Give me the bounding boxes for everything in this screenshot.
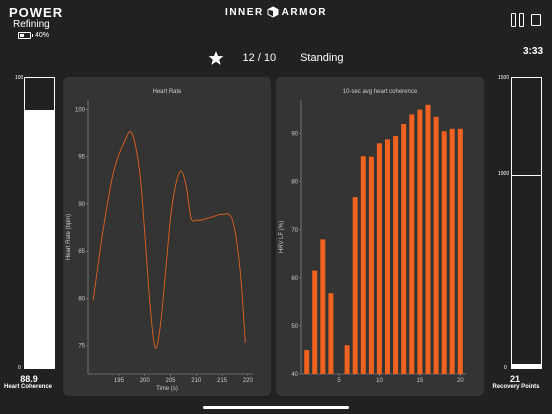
coherence-bar — [449, 128, 455, 374]
coherence-bar — [385, 139, 390, 374]
coherence-bar — [401, 124, 407, 374]
y-axis-label: HRV LF (%) — [279, 221, 285, 253]
coherence-bar — [457, 128, 463, 374]
y-tick-label: 90 — [78, 202, 85, 208]
coherence-bar — [393, 136, 399, 374]
x-tick-label: 10 — [376, 378, 383, 384]
coherence-bar — [441, 131, 447, 374]
coherence-bar — [368, 156, 374, 374]
star-icon — [209, 51, 224, 65]
chart-title: Heart Rate — [152, 89, 182, 95]
coherence-bar — [360, 156, 366, 374]
y-tick-label: 100 — [75, 107, 86, 113]
chart-title: 10-sec avg heart coherence — [343, 89, 418, 95]
coherence-bar — [417, 109, 423, 374]
power-logo: POWER — [9, 5, 64, 20]
coherence-bar — [352, 197, 358, 374]
battery-icon — [18, 32, 33, 39]
coherence-bar — [320, 239, 326, 374]
x-tick-label: 205 — [165, 378, 176, 384]
home-indicator[interactable] — [203, 406, 349, 409]
coherence-label: Heart Coherence — [3, 384, 53, 390]
x-tick-label: 5 — [337, 378, 341, 384]
exit-button[interactable] — [531, 14, 541, 26]
x-tick-label: 215 — [217, 378, 228, 384]
y-tick-label: 90 — [291, 132, 298, 138]
coherence-chart: 10-sec avg heart coherence 40 50 60 70 80 90 5 1… — [279, 89, 466, 384]
x-tick-label: 200 — [140, 378, 151, 384]
coherence-bar — [425, 104, 431, 375]
heart-rate-panel: Heart Rate 75 80 85 90 95 100 195 200 205 210 215 22… — [63, 77, 271, 396]
coherence-gauge-max: 100 — [15, 75, 24, 81]
heart-rate-chart: Heart Rate 75 80 85 90 95 100 195 200 205 210 215 22… — [66, 89, 254, 392]
app-logo-left: INNER — [225, 6, 264, 18]
brand-block: POWER Refining 40% — [9, 6, 63, 39]
y-axis-label: Heart Rate (bpm) — [66, 214, 72, 260]
coherence-bar — [409, 114, 415, 375]
coherence-gauge — [24, 77, 55, 369]
mode-label: Refining — [13, 19, 50, 30]
y-tick-label: 50 — [291, 324, 298, 330]
coherence-bar — [304, 350, 310, 374]
recovery-value: 21 — [509, 374, 520, 384]
session-count: 12 / 10 — [242, 52, 277, 64]
heart-rate-line — [92, 131, 246, 349]
recovery-gauge-max: 1500 — [498, 75, 510, 81]
posture-label: Standing — [300, 52, 344, 64]
y-tick-label: 85 — [78, 249, 85, 255]
recovery-gauge — [511, 77, 542, 369]
recovery-gauge-mid: 1000 — [498, 171, 510, 177]
y-tick-label: 80 — [78, 296, 85, 302]
coherence-gauge-min: 0 — [18, 365, 21, 371]
status-bar: 12 / 10 Standing — [0, 50, 552, 66]
y-tick-label: 70 — [291, 228, 298, 234]
y-tick-label: 60 — [291, 276, 298, 282]
coherence-bar — [328, 293, 334, 374]
app-logo: INNER ARMOR — [0, 6, 552, 18]
y-tick-label: 40 — [291, 372, 298, 378]
pause-icon-bar — [519, 13, 524, 27]
app-logo-right: ARMOR — [281, 6, 327, 18]
recovery-label: Recovery Points — [492, 384, 540, 390]
x-tick-label: 15 — [417, 378, 424, 384]
session-timer: 3:33 — [522, 46, 543, 57]
coherence-bar — [376, 143, 382, 374]
pause-icon — [511, 13, 516, 27]
coherence-panel: 10-sec avg heart coherence 40 50 60 70 80 90 5 1… — [276, 77, 484, 396]
coherence-bar — [433, 116, 439, 375]
y-tick-label: 75 — [78, 344, 85, 350]
recovery-gauge-mid-line — [512, 175, 541, 176]
cube-icon — [267, 6, 279, 18]
x-tick-label: 210 — [191, 378, 202, 384]
y-tick-label: 95 — [78, 155, 85, 161]
coherence-bar — [312, 270, 318, 374]
coherence-bar — [344, 345, 350, 374]
x-tick-label: 220 — [243, 378, 254, 384]
x-tick-label: 195 — [114, 378, 125, 384]
pause-button[interactable] — [511, 13, 525, 27]
coherence-value: 88.9 — [20, 374, 38, 384]
battery-percent: 40% — [35, 32, 50, 39]
battery-indicator: 40% — [18, 32, 63, 39]
x-axis-label: Time (s) — [156, 386, 178, 392]
recovery-gauge-min: 0 — [504, 365, 507, 371]
x-tick-label: 20 — [457, 378, 464, 384]
y-tick-label: 80 — [291, 180, 298, 186]
